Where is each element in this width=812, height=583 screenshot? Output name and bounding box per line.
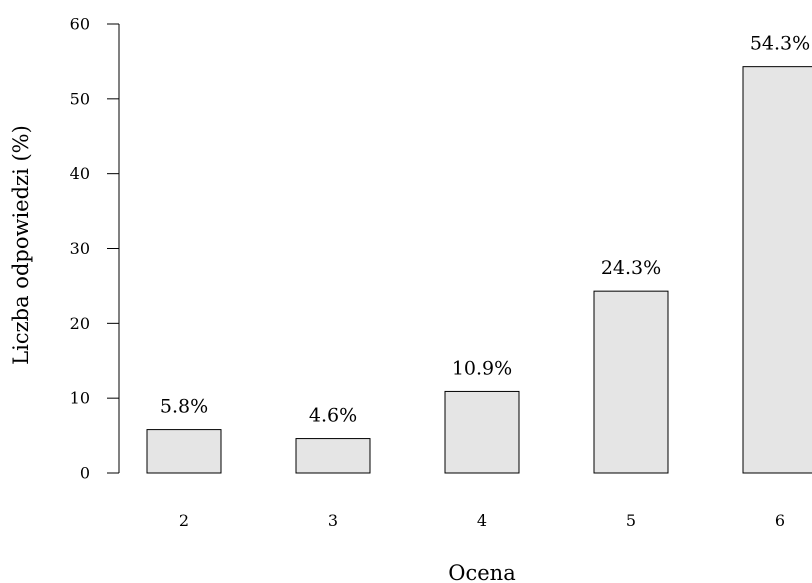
data-labels: 5.8% 4.6% 10.9% 24.3% 54.3%	[160, 33, 810, 427]
y-tick-label: 50	[70, 89, 90, 108]
bar-value-label: 5.8%	[160, 396, 208, 418]
y-tick-label: 0	[80, 464, 90, 483]
x-axis-title: Ocena	[448, 561, 515, 583]
bar	[742, 66, 812, 474]
bars	[146, 66, 812, 474]
bar	[593, 290, 669, 474]
bar	[444, 390, 520, 474]
y-tick-label: 40	[70, 164, 90, 183]
x-tick-label: 6	[775, 511, 785, 530]
bar	[295, 438, 371, 474]
x-tick-label: 4	[477, 511, 487, 530]
y-tick-label: 10	[70, 389, 90, 408]
bar	[146, 429, 222, 474]
x-tick-label: 3	[328, 511, 338, 530]
bar-value-label: 54.3%	[750, 33, 810, 55]
y-tick-label: 20	[70, 314, 90, 333]
y-tick-label: 30	[70, 239, 90, 258]
x-tick-label: 5	[626, 511, 636, 530]
x-tick-labels: 2 3 4 5 6	[179, 511, 785, 530]
y-tick-label: 60	[70, 15, 90, 34]
bar-value-label: 4.6%	[309, 405, 357, 427]
x-tick-label: 2	[179, 511, 189, 530]
bar-value-label: 10.9%	[452, 357, 512, 379]
y-axis-title: Liczba odpowiedzi (%)	[9, 125, 33, 365]
y-axis: 0 10 20 30 40 50 60	[70, 15, 120, 483]
bar-value-label: 24.3%	[601, 257, 661, 279]
